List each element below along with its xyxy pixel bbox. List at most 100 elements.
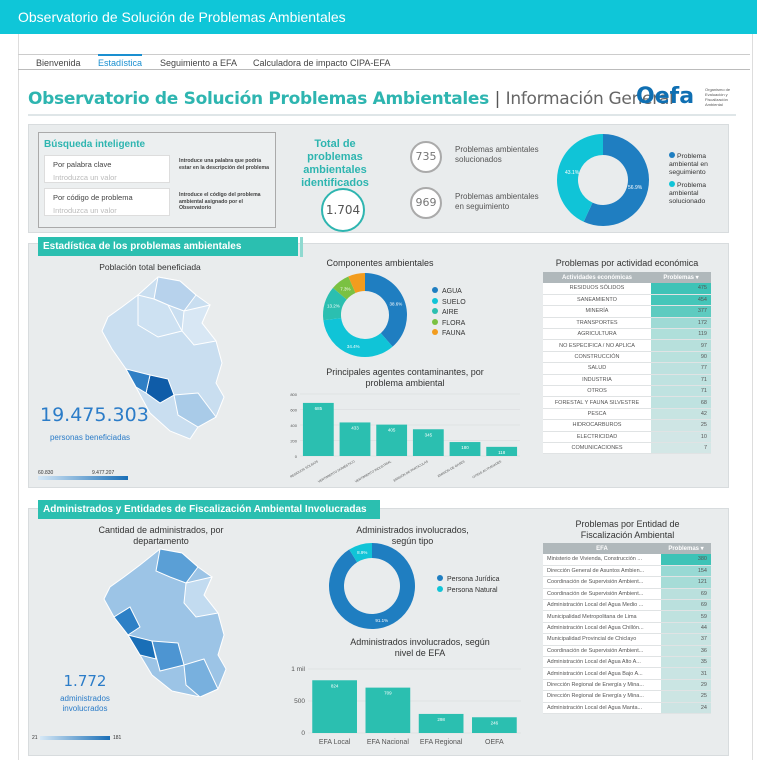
bar[interactable]	[365, 687, 411, 733]
tab-seguimiento-efa[interactable]: Seguimiento a EFA	[160, 58, 238, 68]
oefa-logo: Oefa	[636, 84, 695, 109]
app-title: Observatorio de Solución de Problemas Am…	[18, 9, 346, 25]
table-row[interactable]: Dirección Regional de Energía y Mina... 2…	[543, 679, 711, 692]
admin-type-title: Administrados involucrados, según tipo	[356, 525, 469, 546]
bar[interactable]	[376, 424, 408, 456]
population-label: personas beneficiadas	[49, 433, 131, 442]
donut-slice	[365, 273, 407, 347]
admin-value: 1.772	[63, 672, 107, 690]
table-row[interactable]: Administración Local del Agua Alto A... 3…	[543, 656, 711, 669]
table-row[interactable]: AGRICULTURA 119	[543, 328, 711, 341]
activity-col-header[interactable]: Actividades económicas	[543, 272, 651, 283]
bar[interactable]	[472, 717, 517, 733]
table-cell-name: Coordinación de Supervisión Ambient...	[543, 645, 661, 658]
table-row[interactable]: Administración Local del Agua Manta... 24	[543, 702, 711, 714]
table-row[interactable]: Dirección General de Asuntos Ambien... 15…	[543, 565, 711, 578]
bar[interactable]	[312, 680, 357, 733]
admin-label: administrados involucrados	[60, 694, 110, 713]
keyword-input[interactable]: Por palabra clave Introduzca un valor	[44, 155, 170, 183]
table-cell-name: TRANSPORTES	[543, 317, 651, 330]
table-cell-name: Administración Local del Agua Bajo A...	[543, 667, 661, 680]
table-row[interactable]: HIDROCARBUROS 25	[543, 419, 711, 432]
table-row[interactable]: Municipalidad Metropolitana de Lima 59	[543, 610, 711, 623]
table-cell-name: Administración Local del Agua Medio ...	[543, 599, 661, 612]
legend-swatch	[432, 297, 438, 304]
bar[interactable]	[486, 446, 518, 456]
bar-value-label: 345	[425, 432, 433, 437]
donut-slice-label: 38.6%	[390, 301, 403, 306]
table-cell-name: Municipalidad Provincial de Chiclayo	[543, 633, 661, 646]
table-cell-name: Administración Local del Agua Alto A...	[543, 656, 661, 669]
table-row[interactable]: Coordinación de Supervisión Ambient... 36	[543, 645, 711, 658]
table-cell-name: INDUSTRIA	[543, 374, 651, 387]
efa-count-col-header[interactable]: Problemas ▾	[661, 543, 711, 554]
table-row[interactable]: SANEAMIENTO 454	[543, 294, 711, 307]
bar[interactable]	[449, 442, 481, 456]
table-row[interactable]: Administración Local del Agua Bajo A... 3…	[543, 667, 711, 680]
efa-col-header[interactable]: EFA	[543, 543, 661, 554]
legend-item[interactable]: FAUNA	[432, 329, 466, 340]
table-row[interactable]: PESCA 42	[543, 408, 711, 421]
table-row[interactable]: NO ESPECIFICA / NO APLICA 97	[543, 339, 711, 352]
legend-followup: Problema ambiental en seguimiento	[669, 152, 708, 176]
table-cell-name: Municipalidad Metropolitana de Lima	[543, 610, 661, 623]
table-cell-value: 454	[651, 294, 711, 307]
population-title: Población total beneficiada	[99, 262, 201, 272]
table-row[interactable]: Dirección Regional de Energía y Mina... 2…	[543, 690, 711, 703]
table-cell-value: 377	[651, 305, 711, 318]
legend-item[interactable]: SUELO	[432, 297, 466, 309]
code-input[interactable]: Por código de problema Introduzca un val…	[44, 188, 170, 216]
table-cell-value: 71	[651, 385, 711, 398]
bar[interactable]	[339, 422, 371, 456]
table-cell-value: 119	[651, 328, 711, 341]
legend-item[interactable]: FLORA	[432, 318, 466, 330]
tab-bienvenida[interactable]: Bienvenida	[36, 58, 81, 68]
bar-value-label: 246	[491, 720, 499, 725]
table-cell-value: 37	[661, 633, 711, 646]
table-row[interactable]: TRANSPORTES 172	[543, 317, 711, 330]
table-row[interactable]: MINERÍA 377	[543, 305, 711, 318]
bar[interactable]	[412, 429, 444, 456]
table-row[interactable]: ELECTRICIDAD 10	[543, 431, 711, 443]
followup-label: Problemas ambientales en seguimiento	[455, 192, 539, 211]
table-row[interactable]: Administración Local del Agua Chillón...…	[543, 622, 711, 635]
legend-item[interactable]: AIRE	[432, 308, 466, 319]
activity-count-col-header[interactable]: Problemas ▾	[651, 272, 711, 283]
table-cell-value: 36	[661, 645, 711, 658]
table-row[interactable]: CONSTRUCCIÓN 90	[543, 351, 711, 364]
donut-slice-label: 7.3%	[340, 286, 350, 291]
app-title-bar: Observatorio de Solución de Problemas Am…	[0, 0, 757, 34]
table-row[interactable]: COMUNICACIONES 7	[543, 442, 711, 455]
table-row[interactable]: RESIDUOS SÓLIDOS 475	[543, 283, 711, 295]
table-row[interactable]: Administración Local del Agua Medio ... 6…	[543, 599, 711, 612]
table-row[interactable]: OTROS 71	[543, 385, 711, 398]
donut-slice-label: 13.2%	[327, 304, 340, 309]
bar[interactable]	[418, 713, 464, 733]
table-row[interactable]: Coordinación de Supervisión Ambient... 69	[543, 588, 711, 601]
x-tick-label: EFA Regional	[420, 739, 463, 746]
legend-item[interactable]: Persona Natural	[437, 585, 500, 597]
bar-value-label: 118	[498, 450, 506, 455]
legend-item[interactable]: AGUA	[432, 287, 466, 298]
tab-calculadora[interactable]: Calculadora de impacto CIPA-EFA	[253, 58, 391, 68]
legend-swatch	[432, 318, 438, 325]
table-row[interactable]: SALUD 77	[543, 362, 711, 375]
table-cell-value: 29	[661, 679, 711, 692]
table-row[interactable]: Municipalidad Provincial de Chiclayo 37	[543, 633, 711, 646]
tab-estadistica[interactable]: Estadística	[98, 54, 143, 68]
table-cell-value: 42	[651, 408, 711, 421]
table-row[interactable]: FORESTAL Y FAUNA SILVESTRE 68	[543, 396, 711, 409]
table-cell-value: 31	[661, 667, 711, 680]
search-title: Búsqueda inteligente	[44, 139, 146, 150]
table-cell-value: 10	[651, 431, 711, 443]
x-tick-label: RESIDUOS SÓLIDOS	[289, 459, 319, 479]
table-cell-value: 121	[661, 576, 711, 589]
x-tick-label: EMISIÓN DE GASES	[436, 459, 465, 479]
legend-item[interactable]: Persona Jurídica	[437, 575, 500, 586]
bar[interactable]	[302, 402, 334, 456]
section2-header: Administrados y Entidades de Fiscalizaci…	[38, 500, 380, 519]
table-row[interactable]: Coordinación de Supervisión Ambient... 12…	[543, 576, 711, 589]
table-cell-value: 59	[661, 610, 711, 623]
table-row[interactable]: Ministerio de Vivienda, Construcción ...…	[543, 554, 711, 566]
table-row[interactable]: INDUSTRIA 71	[543, 374, 711, 387]
